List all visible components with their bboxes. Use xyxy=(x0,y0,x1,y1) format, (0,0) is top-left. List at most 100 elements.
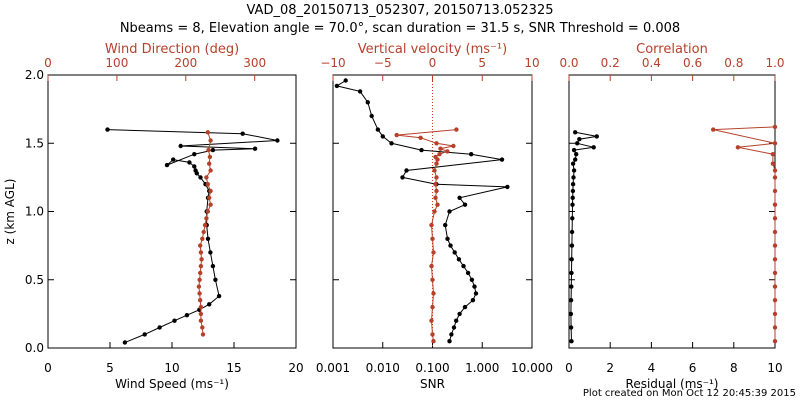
data-point xyxy=(210,147,216,153)
x-tick-label-top: 0.4 xyxy=(642,56,661,70)
x-tick-label-bottom: 10.000 xyxy=(511,361,553,375)
series-bottom xyxy=(105,127,280,345)
data-point xyxy=(205,209,210,214)
x-axis-label-bottom: Residual (ms⁻¹) xyxy=(626,377,719,391)
data-point xyxy=(198,243,203,248)
data-point xyxy=(343,78,348,83)
x-tick-label-top: 1.0 xyxy=(765,56,784,70)
chart-title: VAD_08_20150713_052307, 20150713.052325 xyxy=(247,3,554,18)
data-point xyxy=(462,202,468,207)
data-point xyxy=(454,318,459,323)
data-point xyxy=(431,291,436,296)
data-point xyxy=(200,236,205,241)
data-point xyxy=(571,175,576,180)
data-point xyxy=(574,152,579,157)
data-point xyxy=(400,175,405,180)
data-point xyxy=(457,195,462,200)
x-tick-label-bottom: 0 xyxy=(44,361,52,375)
x-tick-label-top: 10 xyxy=(524,56,539,70)
data-point xyxy=(192,164,197,169)
x-tick-label-bottom: 0.001 xyxy=(316,361,350,375)
data-point xyxy=(569,229,575,235)
data-point xyxy=(369,113,374,119)
data-point xyxy=(445,236,450,241)
data-point xyxy=(505,184,510,190)
data-point xyxy=(431,339,436,344)
panel-correlation: 0 2 4 6 8 10 Residual (ms⁻¹) 0.0 0.2 0.4 0.6 0.8 1.0… xyxy=(559,42,784,391)
data-point xyxy=(192,152,197,157)
x-tick-label-bottom: 10 xyxy=(164,361,179,375)
data-point xyxy=(772,141,778,146)
data-point xyxy=(334,83,340,89)
y-tick-label: 2.0 xyxy=(25,68,44,82)
series-line xyxy=(107,129,278,343)
data-point xyxy=(457,311,462,317)
x-tick-label-top: 300 xyxy=(243,56,266,70)
data-point xyxy=(772,243,778,248)
data-point xyxy=(569,339,574,344)
x-tick-label-top: 0.2 xyxy=(601,56,620,70)
data-point xyxy=(208,138,213,143)
x-tick-label-top: 0.8 xyxy=(724,56,743,70)
data-point xyxy=(434,141,439,146)
data-point xyxy=(568,311,574,317)
data-point xyxy=(568,298,574,303)
x-tick-label-top: 0.0 xyxy=(559,56,578,70)
x-tick-label-bottom: 4 xyxy=(648,361,656,375)
data-point xyxy=(198,263,204,269)
data-point xyxy=(470,298,476,303)
data-point xyxy=(429,263,434,269)
data-point xyxy=(172,318,177,323)
data-point xyxy=(429,222,434,228)
data-point xyxy=(205,182,210,187)
x-tick-label-bottom: 1.000 xyxy=(465,361,499,375)
data-point xyxy=(207,161,212,166)
plot-credit: Plot created on Mon Oct 12 20:45:39 2015 xyxy=(583,388,796,399)
data-point xyxy=(462,304,468,310)
data-point xyxy=(199,257,204,262)
data-point xyxy=(157,325,162,330)
data-point xyxy=(454,127,459,132)
data-point xyxy=(197,277,202,282)
y-tick-label: 1.5 xyxy=(25,136,44,150)
x-tick-label-bottom: 15 xyxy=(226,361,241,375)
data-point xyxy=(198,250,204,255)
series-top xyxy=(711,124,778,344)
data-point xyxy=(197,291,202,296)
data-point xyxy=(438,146,443,151)
x-tick-label-top: 5 xyxy=(478,56,486,70)
data-point xyxy=(570,202,575,207)
data-point xyxy=(198,304,204,310)
data-point xyxy=(770,152,776,157)
x-tick-label-bottom: 6 xyxy=(689,361,697,375)
data-point xyxy=(770,161,776,166)
data-point xyxy=(575,141,580,146)
data-point xyxy=(164,162,170,168)
data-point xyxy=(208,188,213,194)
data-point xyxy=(200,332,206,337)
series-line xyxy=(335,80,508,342)
data-point xyxy=(772,325,778,330)
data-point xyxy=(445,149,450,154)
x-tick-label-top: 0 xyxy=(429,56,437,70)
series-bottom xyxy=(568,130,599,344)
y-axis-label: z (km AGL) xyxy=(3,179,17,245)
data-point xyxy=(430,277,435,282)
data-point xyxy=(202,222,208,228)
data-point xyxy=(447,209,452,214)
data-point xyxy=(469,277,475,282)
data-point xyxy=(772,270,778,276)
data-point xyxy=(735,145,741,150)
data-point xyxy=(429,318,434,323)
data-point xyxy=(434,188,439,194)
data-point xyxy=(208,250,213,255)
series-line xyxy=(713,126,776,342)
data-point xyxy=(430,332,435,337)
data-point xyxy=(122,340,128,345)
x-tick-label-bottom: 8 xyxy=(730,361,738,375)
data-point xyxy=(772,298,778,303)
data-point xyxy=(432,209,437,214)
data-point xyxy=(473,291,479,296)
y-tick-label: 0.5 xyxy=(25,273,44,287)
